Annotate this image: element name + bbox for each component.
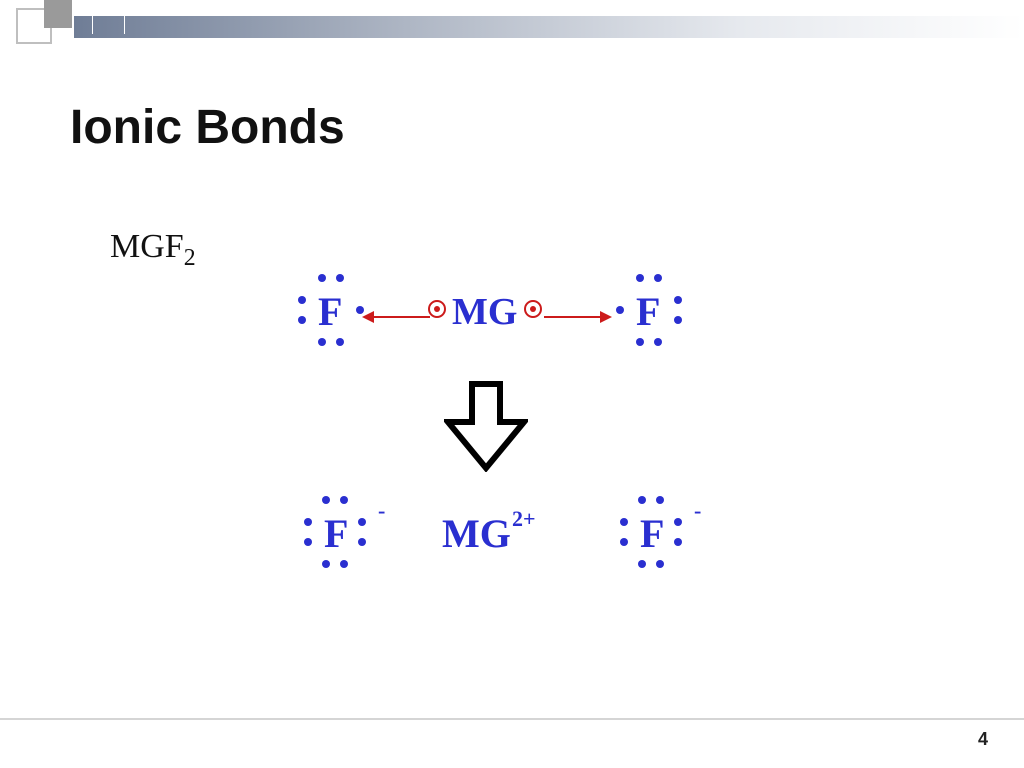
dot: [656, 496, 664, 504]
reaction-arrow-icon: [444, 380, 528, 472]
title-text: Ionic Bonds: [70, 101, 345, 154]
header-vline-2: [124, 0, 125, 34]
dot: [620, 518, 628, 526]
header-vline-1: [92, 0, 93, 34]
before-right-f-label: F: [636, 288, 660, 335]
dot: [656, 560, 664, 568]
dot: [318, 338, 326, 346]
dot: [358, 538, 366, 546]
transfer-arrow-left-line: [372, 316, 430, 318]
dot: [336, 274, 344, 282]
slide-title: Ionic Bonds: [70, 100, 345, 155]
dot: [304, 538, 312, 546]
after-mg-label: MG: [442, 510, 511, 557]
dot: [322, 560, 330, 568]
header-square-inner: [44, 0, 72, 28]
after-right-f-label: F: [640, 510, 664, 557]
transfer-arrow-right-head: [600, 311, 612, 323]
after-mg-charge: 2+: [512, 506, 536, 532]
dot: [530, 306, 536, 312]
transfer-arrow-right-line: [544, 316, 602, 318]
after-left-f-label: F: [324, 510, 348, 557]
header-gradient: [74, 16, 1024, 38]
dot: [304, 518, 312, 526]
after-right-f-charge: -: [694, 498, 701, 524]
dot: [674, 518, 682, 526]
formula-mgf: MGF: [110, 228, 184, 265]
dot: [620, 538, 628, 546]
dot: [434, 306, 440, 312]
dot: [298, 296, 306, 304]
dot: [340, 496, 348, 504]
transfer-arrow-left-head: [362, 311, 374, 323]
dot: [654, 274, 662, 282]
slide: Ionic Bonds MGF2 F MG F F: [0, 0, 1024, 768]
dot: [638, 496, 646, 504]
dot: [636, 274, 644, 282]
dot: [674, 296, 682, 304]
before-left-f-label: F: [318, 288, 342, 335]
dot: [318, 274, 326, 282]
formula-sub: 2: [184, 245, 196, 271]
dot: [616, 306, 624, 314]
dot: [674, 538, 682, 546]
dot: [636, 338, 644, 346]
dot: [322, 496, 330, 504]
dot: [340, 560, 348, 568]
dot: [336, 338, 344, 346]
compound-formula: MGF2: [110, 228, 196, 272]
dot: [654, 338, 662, 346]
footer-divider: [0, 718, 1024, 720]
dot: [674, 316, 682, 324]
before-mg-label: MG: [452, 290, 517, 334]
dot: [358, 518, 366, 526]
page-number: 4: [978, 729, 988, 750]
dot: [638, 560, 646, 568]
dot: [298, 316, 306, 324]
after-left-f-charge: -: [378, 498, 385, 524]
